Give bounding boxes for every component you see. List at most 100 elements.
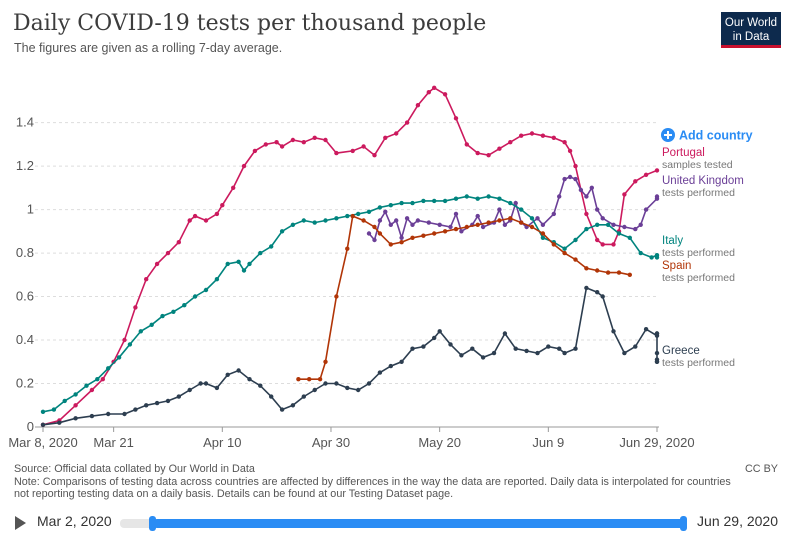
chart-subtitle: The figures are given as a rolling 7-day… — [14, 41, 283, 55]
data-point — [584, 285, 589, 291]
data-point — [546, 344, 551, 349]
data-point — [562, 250, 567, 256]
data-point — [442, 92, 448, 97]
logo-line-1: Our World — [724, 17, 778, 29]
y-tick-label: 0.4 — [16, 332, 34, 347]
data-point — [133, 407, 138, 412]
data-point — [312, 135, 317, 140]
x-tick-label: Apr 30 — [312, 435, 350, 450]
data-point — [611, 222, 616, 227]
x-tick-label: Mar 8, 2020 — [8, 435, 77, 450]
data-point — [236, 259, 241, 264]
data-point — [513, 200, 518, 206]
data-point — [100, 377, 106, 382]
y-tick-label: 1 — [27, 202, 34, 217]
data-point — [529, 224, 535, 230]
line-chart: 0 0.2 0.4 0.6 0.8 1 1.2 1.4 Mar 8, 2020 Mar 21 Ap… — [8, 85, 753, 450]
timeline-end-handle[interactable] — [680, 516, 687, 531]
data-point — [323, 218, 328, 223]
data-point — [345, 213, 350, 219]
data-point — [654, 357, 660, 362]
data-point — [453, 211, 459, 217]
data-point — [263, 142, 268, 147]
data-point — [475, 150, 480, 156]
y-tick-label: 0 — [27, 419, 34, 434]
data-point — [421, 233, 426, 238]
data-point — [573, 237, 578, 243]
data-point — [421, 344, 426, 349]
data-point — [616, 270, 622, 275]
data-point — [377, 205, 383, 210]
data-point — [410, 222, 415, 227]
data-point — [600, 216, 605, 221]
data-point — [633, 226, 638, 232]
data-point — [269, 394, 274, 399]
add-country-label: Add country — [679, 129, 753, 143]
series-label: Spain — [662, 260, 691, 272]
data-point — [372, 224, 377, 230]
data-point — [567, 174, 573, 180]
data-point — [654, 331, 660, 336]
data-point — [654, 168, 660, 173]
y-tick-label: 1.2 — [16, 158, 34, 173]
logo-line-2: in Data — [732, 31, 770, 43]
license-label[interactable]: CC BY — [745, 463, 778, 475]
data-point — [551, 135, 556, 140]
data-point — [475, 213, 480, 219]
play-icon[interactable] — [15, 516, 26, 530]
owid-logo[interactable]: Our World in Data — [721, 12, 781, 48]
data-point — [497, 146, 502, 151]
data-point — [312, 387, 317, 393]
data-point — [307, 377, 312, 382]
data-point — [442, 198, 448, 204]
data-point — [203, 287, 209, 293]
series-line-spain — [298, 214, 630, 381]
data-point — [89, 413, 95, 419]
data-point — [40, 409, 46, 414]
data-point — [57, 420, 62, 425]
data-point — [622, 350, 627, 356]
data-point — [448, 342, 453, 347]
data-point — [595, 290, 600, 295]
data-point — [453, 196, 459, 201]
data-point — [584, 266, 589, 271]
data-point — [383, 209, 388, 214]
add-country-button[interactable]: Add country — [661, 128, 753, 143]
data-note-line-1: Note: Comparisons of testing data across… — [14, 475, 731, 488]
data-point — [290, 403, 296, 408]
series-sublabel: tests performed — [662, 247, 735, 259]
data-point — [366, 381, 372, 386]
data-point — [600, 242, 605, 247]
series-line-united-kingdom — [368, 176, 658, 242]
data-point — [383, 135, 388, 140]
data-point — [584, 211, 589, 217]
data-point — [633, 344, 638, 349]
data-point — [290, 137, 296, 143]
data-point — [421, 198, 426, 204]
data-point — [595, 207, 600, 212]
data-point — [508, 140, 513, 145]
data-point — [350, 213, 355, 219]
data-point — [519, 133, 524, 138]
data-point — [464, 224, 469, 230]
data-point — [127, 342, 133, 347]
data-point — [165, 398, 171, 404]
data-point — [225, 372, 230, 377]
data-point — [562, 140, 567, 145]
data-point — [410, 235, 415, 240]
timeline: Mar 2, 2020 Jun 29, 2020 — [0, 508, 794, 536]
data-point — [573, 257, 578, 262]
data-point — [410, 346, 415, 351]
x-tick-label: Jun 29, 2020 — [619, 435, 694, 450]
data-point — [622, 192, 627, 197]
timeline-start-handle[interactable] — [149, 516, 156, 531]
series-label: Portugal — [662, 147, 705, 159]
series-label: United Kingdom — [662, 175, 744, 187]
y-tick-label: 1.4 — [16, 115, 34, 130]
data-point — [459, 353, 464, 358]
data-point — [475, 222, 480, 227]
data-point — [323, 137, 328, 143]
data-point — [247, 377, 252, 382]
data-point — [356, 387, 361, 393]
